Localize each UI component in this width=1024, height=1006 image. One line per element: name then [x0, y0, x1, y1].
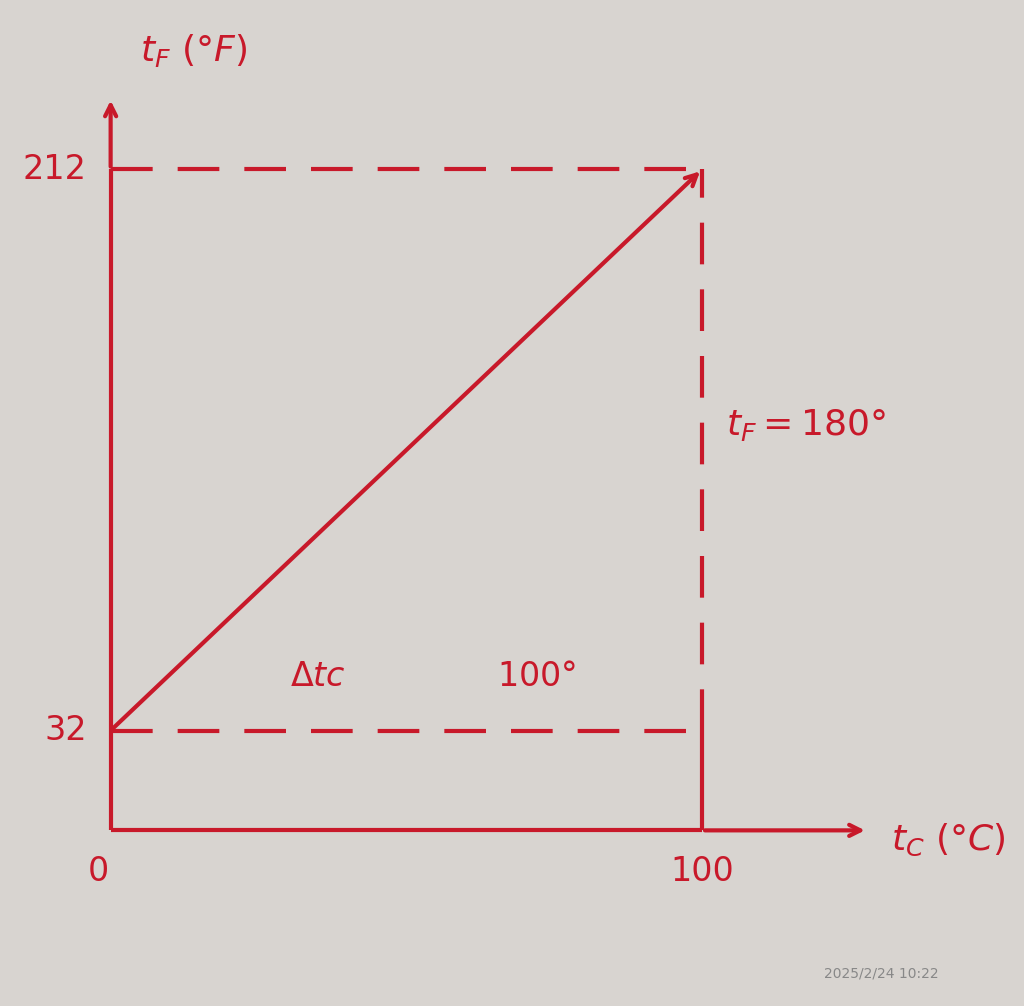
Text: $\Delta tc$: $\Delta tc$ [290, 660, 345, 693]
Text: 0: 0 [88, 855, 110, 888]
Text: $t_F=180°$: $t_F=180°$ [726, 407, 886, 443]
Text: 32: 32 [44, 714, 87, 747]
Text: 100: 100 [671, 855, 734, 888]
Text: $t_F\ (°F)$: $t_F\ (°F)$ [140, 32, 248, 69]
Text: 212: 212 [23, 153, 87, 186]
Text: 2025/2/24 10:22: 2025/2/24 10:22 [824, 966, 939, 980]
Text: $t_C\ (°C)$: $t_C\ (°C)$ [891, 822, 1007, 858]
Text: $100°$: $100°$ [497, 660, 577, 693]
